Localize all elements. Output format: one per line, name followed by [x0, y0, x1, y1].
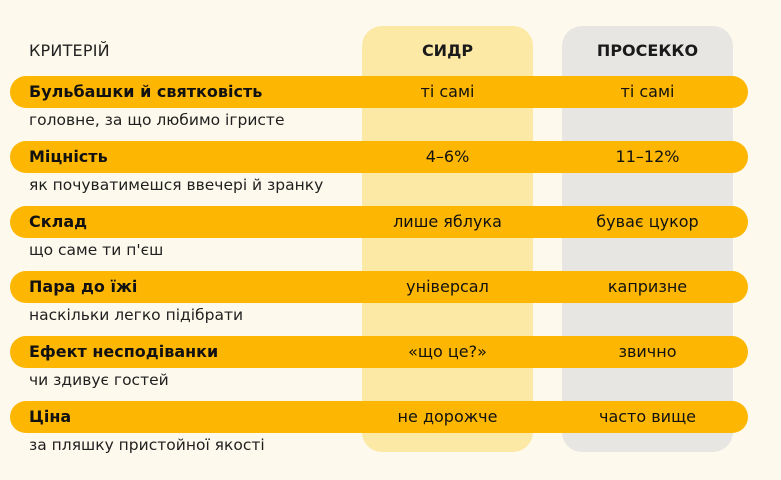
cidr-header: СИДР — [421, 41, 474, 60]
prosecco-value: ті самі — [620, 82, 675, 101]
prosecco-value: капризне — [607, 277, 688, 296]
row-title: Пара до їжі — [29, 277, 138, 296]
prosecco-value: звично — [618, 342, 677, 361]
row-bar — [10, 76, 748, 108]
row-title: Ціна — [29, 407, 72, 426]
row-subtitle: наскільки легко підібрати — [29, 306, 244, 324]
cidr-value: універсал — [406, 277, 489, 296]
row-subtitle: що саме ти п'єш — [29, 241, 164, 259]
row-subtitle: головне, за що любимо ігристе — [29, 111, 285, 129]
prosecco-value: часто вище — [599, 407, 696, 426]
row-title: Міцність — [29, 147, 108, 166]
row-bar — [10, 206, 748, 238]
row-bar — [10, 141, 748, 173]
row-subtitle: чи здивує гостей — [29, 371, 169, 389]
cidr-value: лише яблука — [393, 212, 502, 231]
row-title: Ефект несподіванки — [29, 342, 219, 361]
row-bar — [10, 401, 748, 433]
cidr-value: не дорожче — [397, 407, 498, 426]
row-title: Бульбашки й святковість — [29, 82, 263, 101]
prosecco-value: буває цукор — [596, 212, 699, 231]
cidr-value: 4–6% — [425, 147, 470, 166]
prosecco-value: 11–12% — [615, 147, 680, 166]
prosecco-header: ПРОСЕККО — [596, 41, 699, 60]
row-title: Склад — [29, 212, 88, 231]
cidr-value: ті самі — [420, 82, 475, 101]
cidr-value: «що це?» — [408, 342, 487, 361]
row-subtitle: за пляшку пристойної якості — [29, 436, 265, 454]
row-subtitle: як почуватимешся ввечері й зранку — [29, 176, 324, 194]
row-bar — [10, 271, 748, 303]
row-bar — [10, 336, 748, 368]
criteria-header: КРИТЕРІЙ — [29, 41, 110, 60]
